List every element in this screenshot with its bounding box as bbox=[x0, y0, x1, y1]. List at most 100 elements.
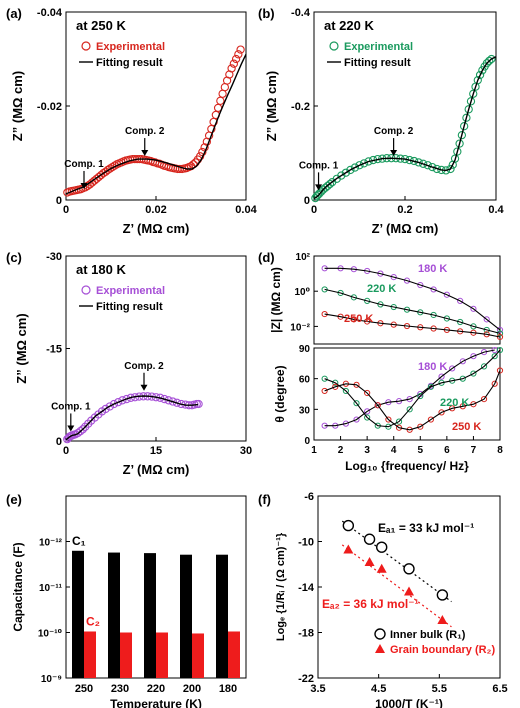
data-point bbox=[483, 326, 490, 334]
data-point bbox=[332, 379, 339, 386]
x-tick-label: 3.5 bbox=[310, 683, 325, 695]
y-tick-label: 10⁰ bbox=[294, 287, 310, 298]
data-point bbox=[195, 152, 205, 161]
panel-a-nyquist-250k: 0 0.02 0.04 0 -0.02 -0.04 Z’ (MΩ cm) Z” (MΩ cm)… bbox=[10, 7, 258, 236]
bar-c2 bbox=[84, 631, 96, 678]
data-point bbox=[105, 402, 114, 411]
fit-line bbox=[324, 349, 495, 427]
fit-line bbox=[324, 267, 501, 331]
data-point bbox=[194, 399, 203, 409]
data-point bbox=[350, 294, 357, 301]
data-point bbox=[457, 297, 464, 304]
data-point bbox=[459, 122, 469, 131]
bar-c2 bbox=[192, 633, 204, 678]
data-point bbox=[406, 406, 413, 413]
data-point bbox=[443, 315, 450, 322]
y-tick-label: -30 bbox=[46, 251, 62, 263]
data-point bbox=[342, 387, 349, 395]
bar-c1 bbox=[144, 553, 156, 678]
y-tick-label: -6 bbox=[304, 491, 314, 503]
data-point bbox=[470, 323, 477, 330]
bar-c2 bbox=[120, 632, 132, 678]
bar-c2 bbox=[228, 631, 240, 678]
data-point bbox=[164, 396, 173, 405]
data-point-grain-boundary bbox=[343, 544, 354, 554]
data-point bbox=[78, 425, 87, 434]
bar-c1 bbox=[216, 554, 228, 678]
x-tick-label: 2 bbox=[338, 445, 344, 456]
annotation-arrow-head bbox=[141, 150, 149, 157]
data-point bbox=[321, 387, 328, 395]
fit-line bbox=[324, 370, 501, 431]
data-point bbox=[374, 402, 381, 409]
x-tick-label: 0 bbox=[63, 204, 69, 216]
y-axis-label-bottom: θ (degree) bbox=[273, 365, 287, 422]
y-tick-label: 10⁻¹² bbox=[39, 538, 63, 549]
data-point bbox=[126, 393, 135, 402]
x-tick-label: 1 bbox=[311, 445, 317, 456]
data-point-grain-boundary bbox=[376, 563, 387, 573]
legend-label-experimental: Experimental bbox=[344, 41, 413, 53]
panel-b-nyquist-220k: 0 0.2 0.4 0 -0.2 -0.4 Z’ (MΩ cm) Z” (MΩ cm) at 2… bbox=[264, 7, 505, 236]
data-point bbox=[364, 389, 371, 397]
x-axis-label: 1000/T (K⁻¹) bbox=[375, 697, 443, 708]
panel-label-a: (a) bbox=[6, 6, 22, 21]
y-axis-label: Z” (MΩ cm) bbox=[264, 71, 279, 141]
annotation-arrow-head bbox=[80, 182, 88, 189]
data-point bbox=[427, 416, 435, 423]
data-point bbox=[118, 396, 127, 405]
data-point-bulk bbox=[342, 519, 355, 532]
data-point bbox=[417, 392, 424, 400]
data-point-bulk bbox=[403, 563, 415, 575]
data-point bbox=[453, 147, 462, 156]
annotation-ea2: Eₐ₂ = 36 kJ mol⁻¹ bbox=[322, 597, 419, 611]
data-point bbox=[443, 291, 450, 298]
plot-frame bbox=[65, 255, 247, 442]
series-label-c1: C₁ bbox=[72, 534, 86, 548]
data-point bbox=[417, 423, 424, 430]
y-axis-label: Logₑ {1/Rᵢ / (Ω cm)⁻¹} bbox=[275, 532, 287, 641]
data-point bbox=[491, 353, 498, 360]
x-tick-label: 200 bbox=[183, 683, 201, 695]
x-tick-label: 4.5 bbox=[371, 683, 386, 695]
legend-label-experimental: Experimental bbox=[96, 285, 165, 297]
data-point bbox=[430, 286, 437, 293]
y-axis-label: Z” (MΩ cm) bbox=[14, 313, 29, 383]
data-point bbox=[480, 363, 488, 370]
y-tick-label: 10⁻² bbox=[290, 322, 310, 333]
panel-label-c: (c) bbox=[6, 250, 22, 265]
x-tick-label: 3 bbox=[364, 445, 370, 456]
legend-label-fit: Fitting result bbox=[96, 57, 163, 69]
y-tick-label: -14 bbox=[298, 582, 315, 594]
data-point bbox=[462, 113, 471, 122]
data-point bbox=[321, 375, 328, 382]
y-tick-label: 10⁻¹⁰ bbox=[38, 629, 62, 640]
data-point bbox=[455, 139, 464, 148]
panel-e-capacitance-bars: 10⁻⁹ 10⁻¹⁰ 10⁻¹¹ 10⁻¹² Capacitance (F) 250 230… bbox=[11, 495, 247, 708]
data-point bbox=[475, 70, 485, 80]
annotation-label: Comp. 2 bbox=[125, 126, 165, 137]
y-tick-label: 10⁻⁹ bbox=[41, 674, 62, 685]
data-point bbox=[390, 274, 397, 281]
data-point bbox=[359, 159, 369, 168]
legend-marker-experimental bbox=[329, 41, 339, 51]
data-point bbox=[446, 164, 455, 174]
x-tick-label: 230 bbox=[111, 683, 129, 695]
data-point bbox=[76, 426, 85, 436]
legend-marker-experimental bbox=[81, 285, 91, 295]
x-tick-label: 250 bbox=[75, 683, 93, 695]
fit-line bbox=[313, 56, 497, 200]
x-axis-label: Z’ (MΩ cm) bbox=[123, 221, 190, 236]
panel-label-e: (e) bbox=[6, 492, 22, 507]
panel-title: at 180 K bbox=[76, 262, 126, 277]
data-point bbox=[353, 416, 360, 423]
data-point bbox=[457, 318, 464, 326]
annotation-label: Comp. 2 bbox=[374, 126, 414, 137]
series-label: 220 K bbox=[440, 397, 469, 409]
y-tick-label: 10² bbox=[296, 252, 311, 263]
panel-title: at 250 K bbox=[76, 18, 126, 33]
data-point bbox=[341, 168, 350, 177]
data-point bbox=[364, 297, 371, 304]
data-point bbox=[337, 171, 346, 180]
y-tick-label: -0.02 bbox=[37, 101, 62, 113]
